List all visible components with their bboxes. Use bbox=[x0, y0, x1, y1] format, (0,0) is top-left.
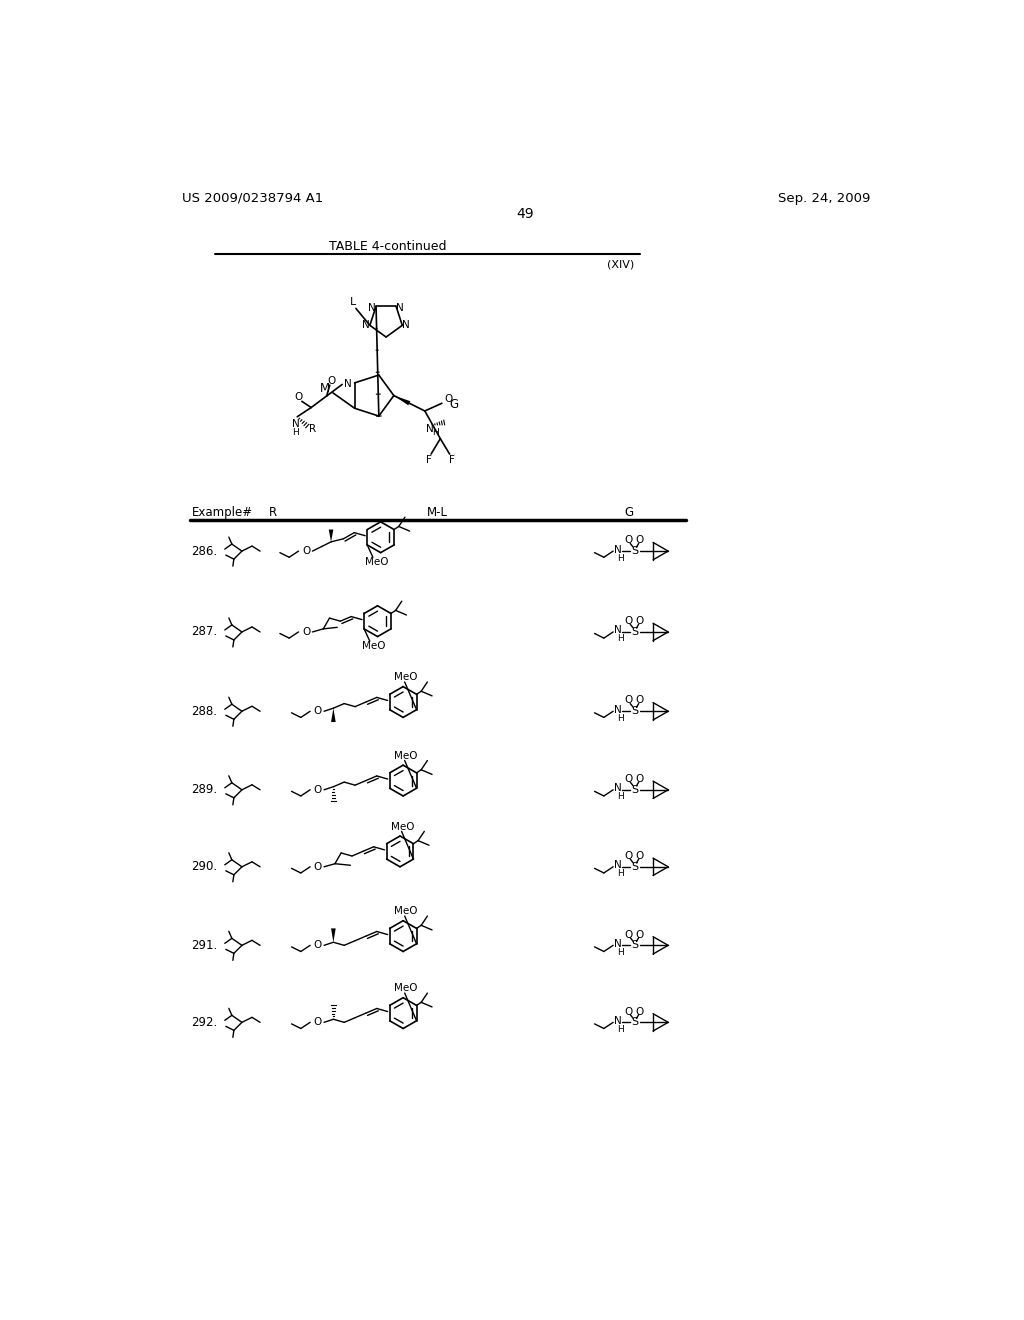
Text: N: N bbox=[614, 861, 622, 870]
Text: O: O bbox=[635, 929, 644, 940]
Text: O: O bbox=[635, 536, 644, 545]
Text: O: O bbox=[625, 536, 633, 545]
Text: O: O bbox=[313, 785, 322, 795]
Text: MeO: MeO bbox=[394, 672, 418, 682]
Text: S: S bbox=[631, 1018, 638, 1027]
Text: 49: 49 bbox=[516, 207, 534, 220]
Text: G: G bbox=[450, 399, 459, 412]
Text: O: O bbox=[625, 851, 633, 861]
Text: O: O bbox=[328, 376, 336, 385]
Text: 290.: 290. bbox=[191, 861, 218, 874]
Text: 287.: 287. bbox=[191, 626, 218, 639]
Text: MeO: MeO bbox=[394, 907, 418, 916]
Text: 291.: 291. bbox=[191, 939, 218, 952]
Text: O: O bbox=[313, 706, 322, 717]
Text: N: N bbox=[614, 626, 622, 635]
Text: O: O bbox=[625, 774, 633, 784]
Text: O: O bbox=[313, 1018, 322, 1027]
Text: N: N bbox=[614, 1016, 622, 1026]
Text: F: F bbox=[426, 455, 432, 465]
Text: L: L bbox=[349, 297, 356, 308]
Text: N: N bbox=[614, 939, 622, 949]
Text: (XIV): (XIV) bbox=[607, 260, 634, 269]
Text: H: H bbox=[616, 792, 624, 801]
Text: H: H bbox=[616, 948, 624, 957]
Text: N: N bbox=[426, 425, 433, 434]
Polygon shape bbox=[331, 708, 336, 722]
Text: F: F bbox=[449, 455, 455, 465]
Text: G: G bbox=[624, 506, 633, 519]
Text: N: N bbox=[396, 302, 403, 313]
Text: MeO: MeO bbox=[362, 640, 386, 651]
Text: 286.: 286. bbox=[191, 545, 218, 557]
Text: N: N bbox=[369, 302, 376, 313]
Polygon shape bbox=[329, 529, 334, 543]
Text: N: N bbox=[614, 705, 622, 714]
Text: O: O bbox=[313, 862, 322, 871]
Text: O: O bbox=[635, 1007, 644, 1016]
Text: S: S bbox=[631, 546, 638, 556]
Text: N: N bbox=[344, 379, 352, 389]
Text: S: S bbox=[631, 706, 638, 717]
Text: O: O bbox=[625, 696, 633, 705]
Text: S: S bbox=[631, 627, 638, 638]
Polygon shape bbox=[394, 396, 411, 405]
Text: 288.: 288. bbox=[191, 705, 217, 718]
Text: H: H bbox=[616, 553, 624, 562]
Text: O: O bbox=[625, 1007, 633, 1016]
Text: O: O bbox=[313, 940, 322, 950]
Text: N: N bbox=[402, 319, 410, 330]
Text: R: R bbox=[269, 506, 278, 519]
Text: O: O bbox=[302, 627, 310, 638]
Text: 289.: 289. bbox=[191, 783, 218, 796]
Text: TABLE 4-continued: TABLE 4-continued bbox=[329, 240, 446, 253]
Text: O: O bbox=[625, 929, 633, 940]
Text: N: N bbox=[292, 420, 300, 429]
Text: O: O bbox=[295, 392, 303, 401]
Text: MeO: MeO bbox=[391, 822, 415, 832]
Text: M-L: M-L bbox=[426, 506, 447, 519]
Text: H: H bbox=[616, 635, 624, 643]
Text: O: O bbox=[302, 546, 310, 556]
Text: H: H bbox=[616, 1024, 624, 1034]
Text: Sep. 24, 2009: Sep. 24, 2009 bbox=[778, 191, 870, 205]
Text: R: R bbox=[309, 424, 316, 434]
Text: O: O bbox=[635, 696, 644, 705]
Text: N: N bbox=[614, 545, 622, 554]
Polygon shape bbox=[331, 928, 336, 942]
Text: 292.: 292. bbox=[191, 1016, 218, 1028]
Text: H: H bbox=[616, 714, 624, 722]
Text: US 2009/0238794 A1: US 2009/0238794 A1 bbox=[182, 191, 324, 205]
Text: S: S bbox=[631, 940, 638, 950]
Text: MeO: MeO bbox=[366, 557, 389, 566]
Text: O: O bbox=[444, 395, 453, 404]
Text: S: S bbox=[631, 785, 638, 795]
Text: M: M bbox=[321, 381, 330, 395]
Text: Example#: Example# bbox=[191, 506, 253, 519]
Text: N: N bbox=[614, 783, 622, 793]
Text: MeO: MeO bbox=[394, 751, 418, 760]
Text: N: N bbox=[362, 319, 370, 330]
Text: MeO: MeO bbox=[394, 983, 418, 994]
Text: O: O bbox=[635, 774, 644, 784]
Text: H: H bbox=[432, 428, 439, 437]
Text: O: O bbox=[625, 616, 633, 626]
Text: H: H bbox=[292, 428, 299, 437]
Text: O: O bbox=[635, 851, 644, 861]
Text: S: S bbox=[631, 862, 638, 871]
Text: O: O bbox=[635, 616, 644, 626]
Text: H: H bbox=[616, 870, 624, 878]
